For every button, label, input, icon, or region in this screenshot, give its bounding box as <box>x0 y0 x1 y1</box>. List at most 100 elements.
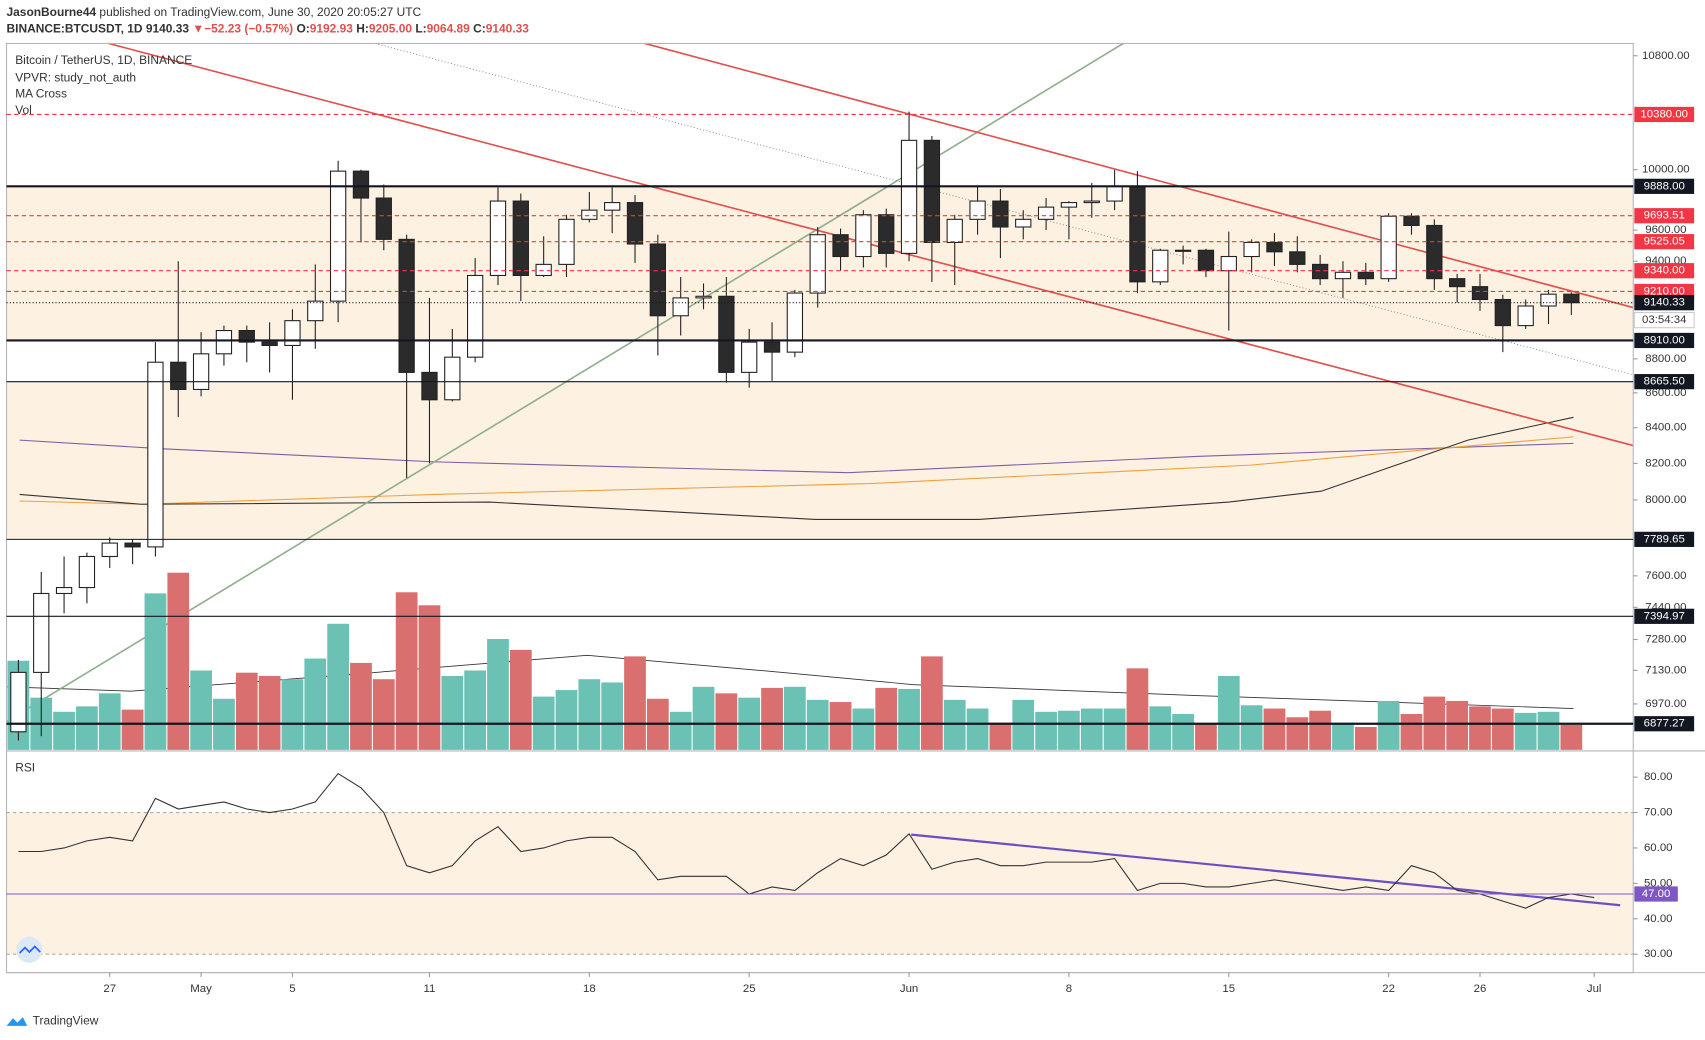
brand-logo <box>6 1017 28 1026</box>
volume-bar <box>190 670 212 750</box>
candle-body <box>900 139 918 254</box>
header-line: JasonBourne44 published on TradingView.c… <box>7 5 422 19</box>
candle-body <box>238 329 255 343</box>
volume-bar <box>418 605 441 750</box>
candle-body <box>786 292 804 353</box>
x-tick-label: 26 <box>1474 983 1487 995</box>
ma-purple <box>19 439 1574 474</box>
volume-bar <box>875 687 898 750</box>
y-tick-label: 7440.00 <box>1645 601 1686 613</box>
price-level-label: 9340.00 <box>1644 265 1685 277</box>
author: JasonBourne44 <box>7 5 97 19</box>
candle-body <box>170 361 187 390</box>
candle-body <box>1426 224 1443 280</box>
chart-title: Bitcoin / TetherUS, 1D, BINANCE <box>15 53 192 67</box>
price-level-label: 9888.00 <box>1644 180 1685 192</box>
candle-body <box>55 587 73 595</box>
candle-body <box>466 274 484 358</box>
candle-body <box>284 320 301 347</box>
y-tick-label: 9400.00 <box>1645 255 1686 267</box>
price-level-label-bg <box>1634 178 1695 194</box>
price-level-label-bg <box>1634 295 1695 311</box>
volume-bar <box>783 686 806 750</box>
candle-body <box>1357 271 1374 280</box>
candle-body <box>809 234 826 294</box>
candle-body <box>352 170 370 199</box>
candle-body <box>649 243 667 317</box>
candle-body <box>375 197 392 240</box>
change: −52.23 (−0.57%) <box>204 22 293 36</box>
volume-bar <box>1195 723 1217 750</box>
candle-body <box>855 214 872 258</box>
price-level-label-bg <box>1634 716 1695 732</box>
volume-bar <box>1035 711 1057 750</box>
l-val: 9064.89 <box>427 22 471 36</box>
candle-body <box>1129 185 1146 283</box>
price: 9140.33 <box>146 22 190 36</box>
rsi-y-tick-label: 70.00 <box>1644 807 1673 819</box>
volume-bar <box>1560 724 1583 750</box>
rsi-y-tick-label: 50.00 <box>1644 877 1673 889</box>
candle-body <box>1060 202 1078 208</box>
candle-body <box>923 139 941 244</box>
y-tick-label: 10800.00 <box>1642 50 1690 62</box>
rsi-band <box>6 812 1634 955</box>
volume-bar <box>372 679 395 750</box>
y-tick-label: 7280.00 <box>1645 634 1686 646</box>
volume-bar <box>555 690 578 750</box>
candle-body <box>1494 298 1511 327</box>
candle-body <box>1289 251 1306 265</box>
rsi-y-tick-label: 40.00 <box>1644 913 1673 925</box>
candle-body <box>1174 249 1192 252</box>
price-level-label: 6877.27 <box>1644 718 1685 730</box>
volume-bar <box>1012 699 1035 750</box>
price-level-label: 7789.65 <box>1644 533 1685 545</box>
rsi-title: RSI <box>15 760 35 774</box>
y-tick-label: 6970.00 <box>1645 698 1686 710</box>
volume-bar <box>1400 713 1423 750</box>
candle-body <box>535 263 552 277</box>
volume-bar <box>578 679 601 750</box>
published: published on TradingView.com, June 30, 2… <box>99 5 421 19</box>
header-bg <box>0 0 1705 40</box>
logo-badge[interactable] <box>16 936 43 963</box>
volume-bar <box>1080 708 1103 750</box>
volume-bar <box>715 693 738 750</box>
volume-bar <box>1058 710 1080 750</box>
volume-bar <box>761 687 783 750</box>
candle-body <box>1380 215 1397 280</box>
price-level-label: 7394.97 <box>1644 610 1685 622</box>
candle-body <box>33 592 50 673</box>
indicator: MA Cross <box>15 87 67 101</box>
price-level-label: 8910.00 <box>1644 334 1685 346</box>
y-tick-label: 8600.00 <box>1645 387 1686 399</box>
y-tick-label: 7600.00 <box>1645 570 1686 582</box>
volume-bar <box>350 662 372 750</box>
candle-body <box>946 218 963 244</box>
candle-body <box>10 671 27 733</box>
change-arrow: ▼ <box>192 22 204 36</box>
x-tick-label: 27 <box>103 983 116 995</box>
candle-body <box>329 170 347 302</box>
trendline-red <box>644 42 1634 309</box>
price-level-label: 8665.50 <box>1644 376 1685 388</box>
h-val: 9205.00 <box>369 22 413 36</box>
candle-body <box>101 542 118 558</box>
candle-body <box>1037 206 1055 220</box>
candle-body <box>512 200 529 277</box>
candle-body <box>1220 255 1237 272</box>
volume-bar <box>1263 708 1286 750</box>
volume-bar <box>441 675 464 750</box>
candle-body <box>421 371 438 401</box>
candle-body <box>1311 263 1329 280</box>
drawings <box>5 42 1705 974</box>
candle-body <box>626 202 644 245</box>
price-level-label: 9140.33 <box>1644 297 1685 309</box>
volume-bar <box>1354 727 1377 750</box>
volume-bar <box>235 672 258 750</box>
volume-bar <box>1469 706 1491 750</box>
price-level-label: 9525.05 <box>1644 236 1685 248</box>
volume-bar <box>669 711 692 750</box>
volume-bar <box>1172 713 1194 750</box>
c-key: C: <box>473 22 486 36</box>
